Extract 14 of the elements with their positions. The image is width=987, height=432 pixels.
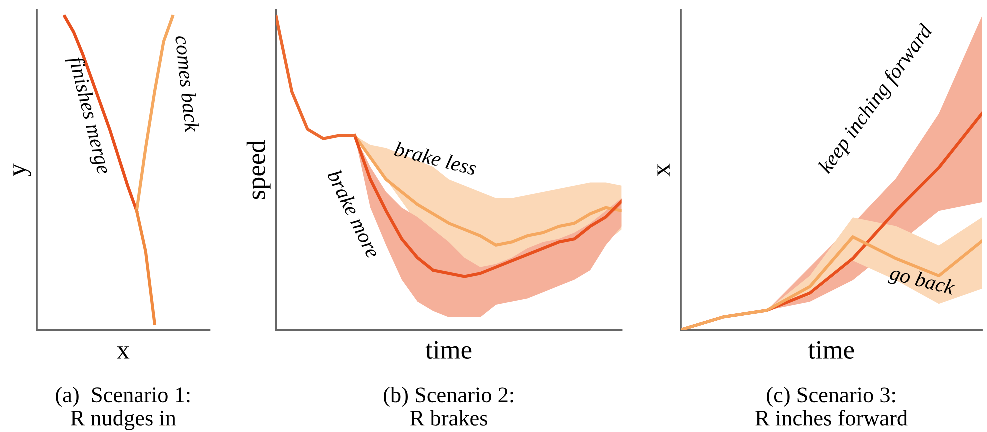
x-axis-title: time (808, 341, 854, 360)
x-axis-title: x (117, 346, 130, 359)
y-axis-title: y (14, 164, 32, 176)
annotation: brake more (327, 168, 382, 260)
annotation: brake less (394, 141, 478, 176)
y-axis-title: speed (246, 140, 271, 200)
annotation: comes back (175, 36, 200, 133)
text: (b) Scenario 2: R brakes (384, 387, 514, 426)
x-axis-title: time (426, 341, 472, 360)
y-axis-title: x (658, 164, 670, 177)
text: (c) Scenario 3: R inches forward (756, 387, 908, 426)
annotation: go back (888, 265, 956, 300)
text: (a) Scenario 1: R nudges in (56, 386, 190, 430)
annotation: finishes merge (65, 55, 113, 176)
